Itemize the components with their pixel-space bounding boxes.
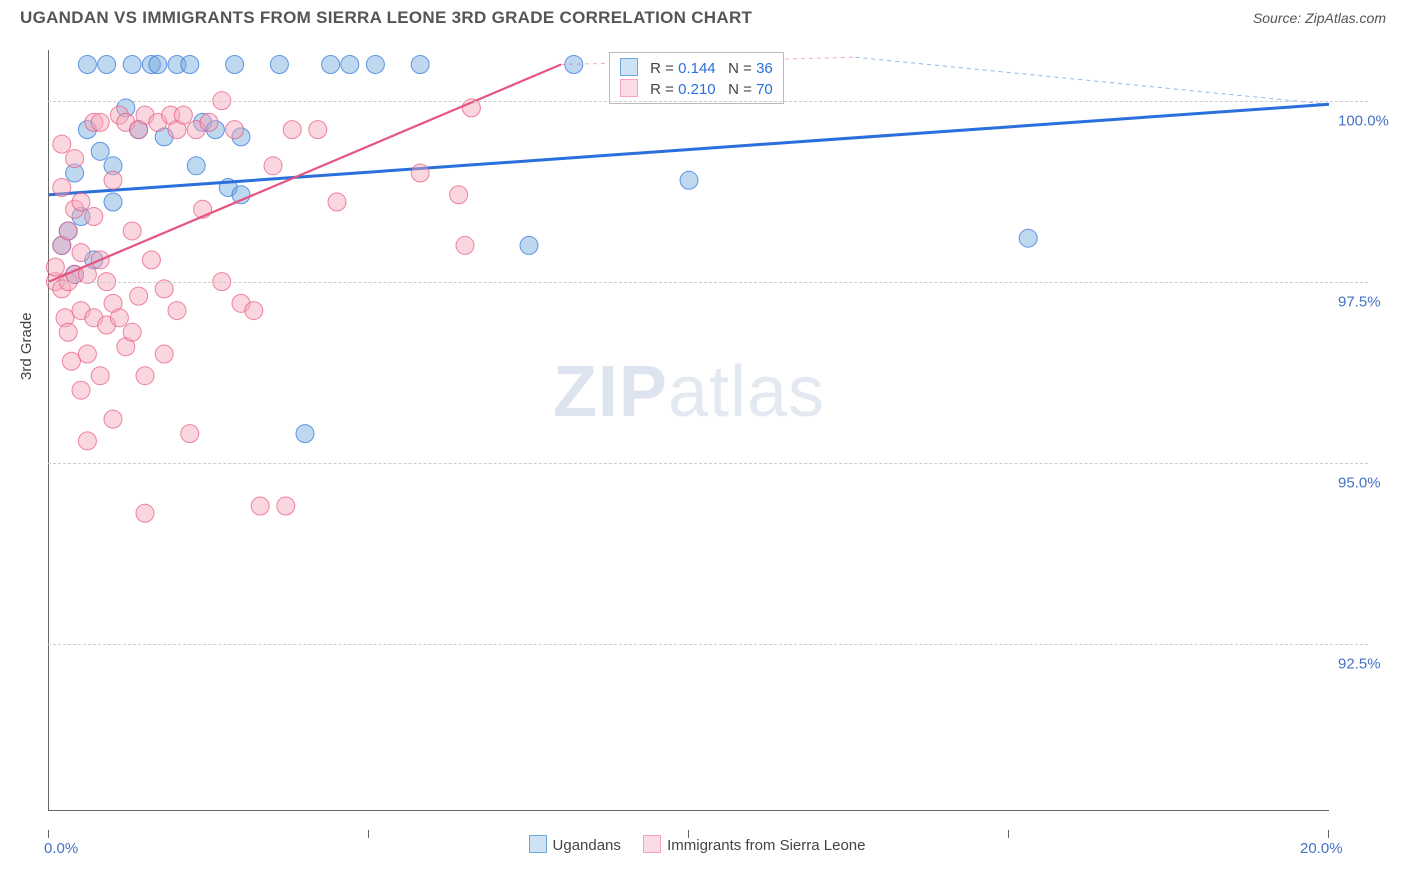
data-point bbox=[130, 287, 148, 305]
data-point bbox=[104, 410, 122, 428]
stats-row-sierra-leone: R = 0.210 N = 70 bbox=[620, 78, 773, 99]
data-point bbox=[104, 193, 122, 211]
gridline bbox=[48, 101, 1368, 102]
data-point bbox=[277, 497, 295, 515]
data-point bbox=[181, 55, 199, 73]
data-point bbox=[680, 171, 698, 189]
data-point bbox=[328, 193, 346, 211]
data-point bbox=[296, 425, 314, 443]
data-point bbox=[366, 55, 384, 73]
data-point bbox=[226, 121, 244, 139]
data-point bbox=[149, 55, 167, 73]
data-point bbox=[123, 323, 141, 341]
y-tick-label: 95.0% bbox=[1338, 474, 1381, 491]
chart-title: UGANDAN VS IMMIGRANTS FROM SIERRA LEONE … bbox=[20, 8, 752, 28]
y-tick-label: 92.5% bbox=[1338, 655, 1381, 672]
data-point bbox=[309, 121, 327, 139]
data-point bbox=[98, 55, 116, 73]
data-point bbox=[270, 55, 288, 73]
data-point bbox=[78, 345, 96, 363]
stats-legend: R = 0.144 N = 36 R = 0.210 N = 70 bbox=[609, 52, 784, 104]
data-point bbox=[245, 302, 263, 320]
data-point bbox=[520, 236, 538, 254]
data-point bbox=[78, 432, 96, 450]
data-point bbox=[104, 171, 122, 189]
data-point bbox=[251, 497, 269, 515]
data-point bbox=[123, 55, 141, 73]
y-axis-label: 3rd Grade bbox=[18, 312, 35, 380]
legend: Ugandans Immigrants from Sierra Leone bbox=[48, 835, 1328, 854]
data-point bbox=[72, 193, 90, 211]
data-point bbox=[174, 106, 192, 124]
swatch-icon bbox=[643, 835, 661, 853]
data-point bbox=[72, 381, 90, 399]
data-point bbox=[226, 55, 244, 73]
y-tick-label: 100.0% bbox=[1338, 112, 1389, 129]
data-point bbox=[78, 55, 96, 73]
y-tick-label: 97.5% bbox=[1338, 293, 1381, 310]
data-point bbox=[53, 135, 71, 153]
data-point bbox=[322, 55, 340, 73]
data-point bbox=[341, 55, 359, 73]
data-point bbox=[187, 157, 205, 175]
data-point bbox=[123, 222, 141, 240]
data-point bbox=[181, 425, 199, 443]
source-label: Source: ZipAtlas.com bbox=[1253, 10, 1386, 26]
data-point bbox=[85, 207, 103, 225]
data-point bbox=[59, 323, 77, 341]
data-point bbox=[62, 352, 80, 370]
data-point bbox=[136, 367, 154, 385]
data-point bbox=[200, 113, 218, 131]
gridline bbox=[48, 282, 1368, 283]
data-point bbox=[450, 186, 468, 204]
data-point bbox=[72, 244, 90, 262]
data-point bbox=[59, 222, 77, 240]
swatch-icon bbox=[529, 835, 547, 853]
trend-line bbox=[49, 64, 561, 281]
swatch-icon bbox=[620, 58, 638, 76]
data-point bbox=[168, 302, 186, 320]
data-point bbox=[53, 179, 71, 197]
data-point bbox=[411, 55, 429, 73]
gridline bbox=[48, 644, 1368, 645]
scatter-plot bbox=[49, 50, 1329, 810]
data-point bbox=[283, 121, 301, 139]
x-tick bbox=[1328, 830, 1329, 838]
gridline bbox=[48, 463, 1368, 464]
data-point bbox=[46, 258, 64, 276]
data-point bbox=[136, 504, 154, 522]
swatch-icon bbox=[620, 79, 638, 97]
plot-area: ZIPatlas R = 0.144 N = 36 R = 0.210 N = … bbox=[48, 50, 1329, 811]
data-point bbox=[155, 345, 173, 363]
data-point bbox=[1019, 229, 1037, 247]
data-point bbox=[91, 142, 109, 160]
data-point bbox=[264, 157, 282, 175]
legend-label: Immigrants from Sierra Leone bbox=[667, 837, 865, 854]
data-point bbox=[66, 150, 84, 168]
data-point bbox=[91, 113, 109, 131]
stats-row-ugandans: R = 0.144 N = 36 bbox=[620, 57, 773, 78]
data-point bbox=[456, 236, 474, 254]
legend-label: Ugandans bbox=[553, 837, 621, 854]
data-point bbox=[91, 367, 109, 385]
data-point bbox=[110, 309, 128, 327]
data-point bbox=[142, 251, 160, 269]
data-point bbox=[411, 164, 429, 182]
chart-container: ZIPatlas R = 0.144 N = 36 R = 0.210 N = … bbox=[48, 50, 1378, 830]
